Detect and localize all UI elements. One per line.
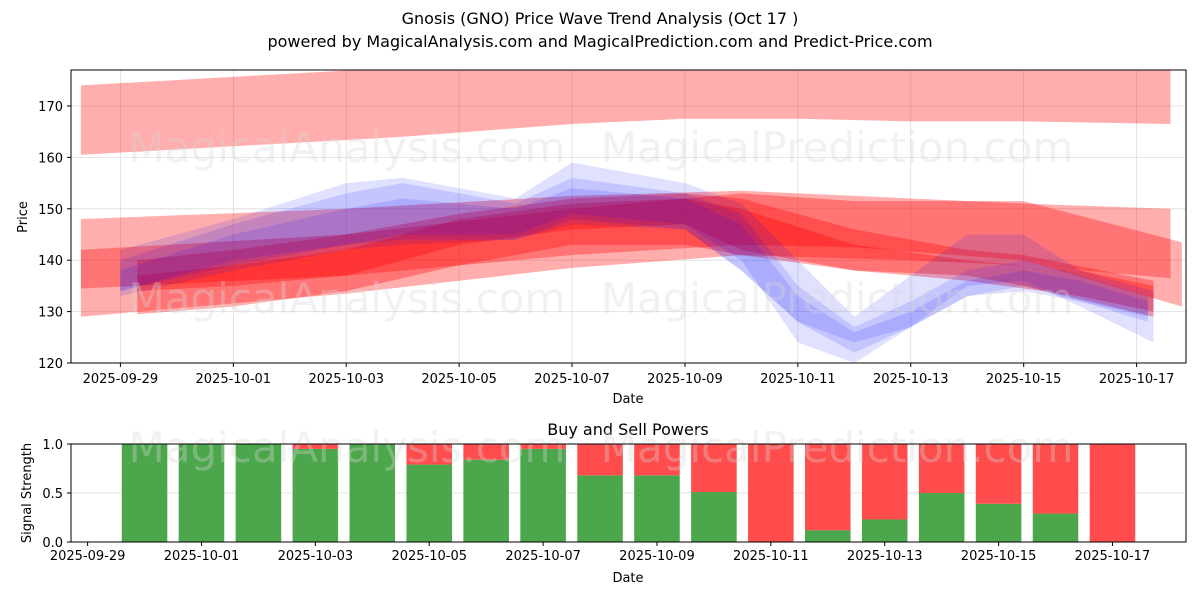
watermark: MagicalPrediction.com bbox=[601, 423, 1074, 472]
y-tick-label: 150 bbox=[38, 203, 63, 218]
price-y-axis-label: Price bbox=[16, 201, 31, 233]
watermark: MagicalAnalysis.com bbox=[129, 123, 566, 172]
chart-title: Gnosis (GNO) Price Wave Trend Analysis (… bbox=[401, 9, 799, 28]
watermark: MagicalAnalysis.com bbox=[129, 274, 566, 323]
x-tick-label: 2025-10-07 bbox=[505, 549, 581, 564]
buy-bar bbox=[975, 503, 1022, 542]
y-tick-label: 140 bbox=[38, 254, 63, 269]
price-x-axis-label: Date bbox=[612, 392, 643, 407]
x-tick-label: 2025-10-17 bbox=[1075, 549, 1151, 564]
y-tick-label: 0.5 bbox=[42, 487, 63, 502]
buy-bar bbox=[121, 444, 168, 542]
sell-bar bbox=[1032, 444, 1079, 514]
sell-bar bbox=[292, 444, 339, 449]
x-tick-label: 2025-10-13 bbox=[873, 372, 949, 387]
signal-x-axis-label: Date bbox=[612, 571, 643, 586]
buy-bar bbox=[520, 448, 566, 542]
sell-bar bbox=[918, 444, 965, 493]
x-tick-label: 2025-10-15 bbox=[961, 549, 1037, 564]
x-tick-label: 2025-10-15 bbox=[986, 372, 1062, 387]
x-tick-label: 2025-10-03 bbox=[278, 549, 354, 564]
y-tick-label: 130 bbox=[38, 306, 63, 321]
red-band-mid bbox=[80, 193, 1182, 307]
sell-bar bbox=[577, 444, 623, 476]
buy-bar bbox=[406, 464, 452, 542]
signal-y-axis: 0.0 0.5 1.0 bbox=[42, 438, 71, 551]
watermark: MagicalAnalysis.com bbox=[129, 423, 566, 472]
buy-bar bbox=[349, 444, 396, 542]
signal-y-axis-label: Signal Strength bbox=[20, 443, 35, 543]
sell-bar bbox=[975, 444, 1022, 504]
watermark: MagicalPrediction.com bbox=[601, 274, 1074, 323]
y-tick-label: 0.0 bbox=[42, 536, 63, 551]
sell-bar bbox=[406, 444, 452, 465]
price-grid bbox=[71, 70, 1186, 364]
x-tick-label: 2025-10-07 bbox=[534, 372, 610, 387]
price-plot-frame bbox=[70, 69, 1187, 364]
price-panel: MagicalAnalysis.com MagicalPrediction.co… bbox=[16, 69, 1187, 407]
price-bands bbox=[80, 70, 1182, 363]
red-band-inner bbox=[137, 198, 1154, 312]
sell-bar bbox=[748, 444, 794, 542]
y-tick-label: 160 bbox=[38, 151, 63, 166]
x-tick-label: 2025-10-03 bbox=[308, 372, 384, 387]
buy-bar bbox=[463, 459, 509, 542]
red-band-top bbox=[80, 70, 1171, 155]
x-tick-label: 2025-10-11 bbox=[733, 549, 809, 564]
y-tick-label: 1.0 bbox=[42, 438, 63, 453]
buy-bar bbox=[577, 475, 623, 542]
x-tick-label: 2025-10-13 bbox=[847, 549, 923, 564]
x-tick-label: 2025-10-09 bbox=[647, 372, 723, 387]
buy-bar bbox=[292, 448, 339, 542]
red-band-core bbox=[137, 193, 1154, 317]
x-tick-label: 2025-10-11 bbox=[760, 372, 836, 387]
buy-bar bbox=[178, 444, 225, 542]
x-tick-label: 2025-09-29 bbox=[50, 549, 126, 564]
y-tick-label: 170 bbox=[38, 100, 63, 115]
sell-bar bbox=[634, 444, 680, 476]
buy-bar bbox=[861, 519, 908, 542]
x-tick-label: 2025-09-29 bbox=[83, 372, 159, 387]
signal-x-axis: 2025-09-29 2025-10-01 2025-10-03 2025-10-05… bbox=[50, 542, 1150, 564]
x-tick-label: 2025-10-17 bbox=[1099, 372, 1175, 387]
sell-bar bbox=[861, 444, 908, 520]
signal-panel: Buy and Sell Powers MagicalAnalysis.com … bbox=[20, 420, 1187, 586]
x-tick-label: 2025-10-05 bbox=[391, 549, 467, 564]
buy-bar bbox=[691, 492, 737, 542]
sell-bar bbox=[463, 444, 509, 460]
sell-bar bbox=[805, 444, 851, 531]
blue-band-outer bbox=[120, 162, 1154, 363]
x-tick-label: 2025-10-01 bbox=[196, 372, 272, 387]
sell-bar bbox=[520, 444, 566, 449]
x-tick-label: 2025-10-09 bbox=[619, 549, 695, 564]
buy-bar bbox=[805, 530, 851, 542]
buy-bar bbox=[1032, 513, 1079, 542]
buy-bar bbox=[918, 493, 965, 542]
sell-bar bbox=[1089, 444, 1136, 542]
red-band-wide bbox=[80, 190, 1171, 317]
price-y-axis: 120 130 140 150 160 170 bbox=[38, 100, 71, 372]
blue-band-inner bbox=[120, 188, 1148, 343]
x-tick-label: 2025-10-01 bbox=[164, 549, 240, 564]
chart-subtitle: powered by MagicalAnalysis.com and Magic… bbox=[267, 32, 933, 51]
buy-bar bbox=[235, 444, 282, 542]
watermark: MagicalPrediction.com bbox=[601, 123, 1074, 172]
price-x-axis: 2025-09-29 2025-10-01 2025-10-03 2025-10-05… bbox=[83, 363, 1175, 387]
x-tick-label: 2025-10-05 bbox=[421, 372, 497, 387]
buy-bar bbox=[634, 475, 680, 542]
blue-band-mid bbox=[120, 177, 1148, 353]
signal-bars bbox=[121, 444, 1136, 542]
signal-chart-title: Buy and Sell Powers bbox=[547, 420, 709, 439]
y-tick-label: 120 bbox=[38, 357, 63, 372]
sell-bar bbox=[691, 444, 737, 493]
